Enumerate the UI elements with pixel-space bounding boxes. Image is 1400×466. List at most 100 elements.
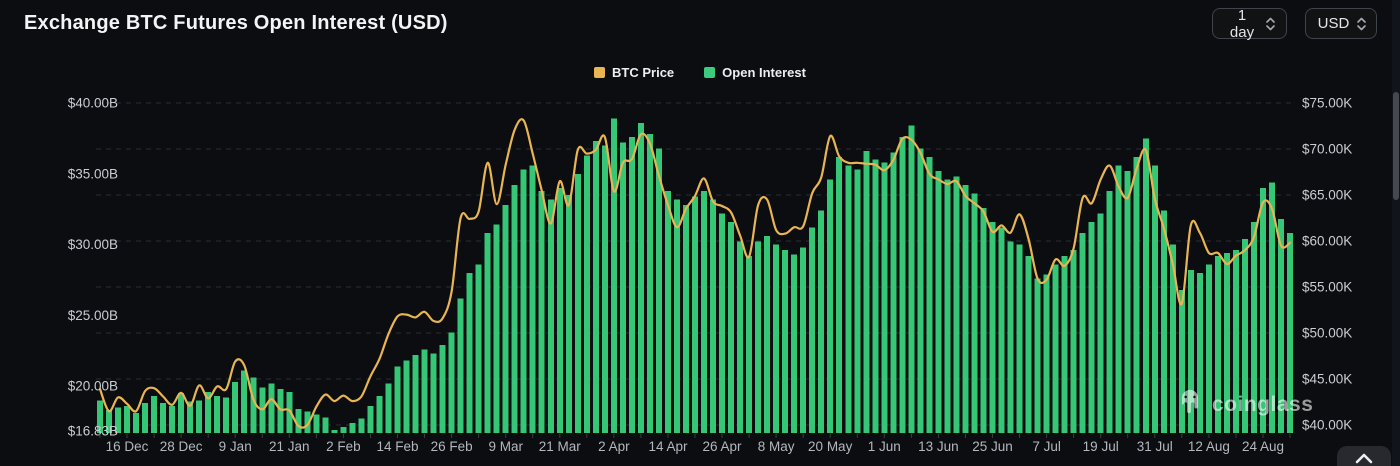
right-axis-labels: $75.00K $70.00K $65.00K $60.00K $55.00K $50.0… <box>1302 96 1352 433</box>
oi-bar <box>1124 170 1131 433</box>
scroll-to-top-button[interactable] <box>1337 446 1391 466</box>
oi-bar <box>710 199 716 433</box>
oi-bar <box>493 224 500 433</box>
svg-text:9 Jan: 9 Jan <box>219 439 252 454</box>
oi-bar <box>412 355 419 433</box>
oi-bar <box>1097 213 1104 433</box>
oi-bar <box>944 179 951 433</box>
interval-select[interactable]: 1 day <box>1212 6 1287 41</box>
svg-text:$25.00B: $25.00B <box>68 308 118 323</box>
oi-bar <box>430 353 437 433</box>
scrollbar-thumb[interactable] <box>1393 92 1399 200</box>
oi-bar <box>854 169 861 433</box>
oi-bar <box>142 403 149 433</box>
oi-bar <box>989 221 996 433</box>
oi-bar <box>800 247 807 433</box>
oi-bar <box>502 204 509 433</box>
svg-text:2 Feb: 2 Feb <box>326 439 361 454</box>
svg-text:31 Jul: 31 Jul <box>1137 439 1173 454</box>
oi-bar <box>520 169 527 433</box>
oi-bar <box>628 137 635 433</box>
oi-bar <box>701 190 707 433</box>
oi-bar <box>881 162 888 433</box>
svg-text:26 Feb: 26 Feb <box>431 439 473 454</box>
oi-bar <box>169 405 176 433</box>
oi-bar <box>1088 221 1095 433</box>
legend-label: BTC Price <box>612 65 675 80</box>
oi-bar <box>385 383 392 433</box>
svg-text:$50.00K: $50.00K <box>1302 326 1352 341</box>
svg-text:$30.00B: $30.00B <box>68 237 118 252</box>
x-axis-ticks <box>99 434 1291 438</box>
svg-text:$16.83B: $16.83B <box>68 424 118 439</box>
oi-bar <box>1151 165 1158 434</box>
oi-bar <box>764 236 771 433</box>
oi-bar <box>115 407 121 433</box>
oi-bar <box>349 422 356 433</box>
currency-select[interactable]: USD <box>1305 8 1377 39</box>
oi-bar <box>583 155 590 433</box>
oi-bar <box>160 403 167 433</box>
oi-bar <box>367 405 374 433</box>
oi-bar <box>529 165 536 434</box>
svg-text:$40.00K: $40.00K <box>1302 418 1352 433</box>
oi-bar <box>475 264 482 433</box>
oi-bar <box>953 176 960 433</box>
oi-bar <box>466 272 473 433</box>
oi-bar <box>610 118 617 433</box>
oi-bar <box>980 207 987 433</box>
svg-text:19 Jul: 19 Jul <box>1083 439 1119 454</box>
oi-bar <box>1133 156 1140 434</box>
scrollbar-track[interactable] <box>1392 0 1400 466</box>
svg-text:16 Dec: 16 Dec <box>106 439 149 454</box>
oi-bar <box>1115 165 1122 434</box>
oi-bar <box>782 250 789 433</box>
oi-bar <box>97 400 103 433</box>
oi-bar <box>295 408 302 433</box>
oi-bar <box>637 122 644 434</box>
oi-bar <box>484 233 491 433</box>
interval-select-value: 1 day <box>1229 6 1255 41</box>
legend-item-btc-price[interactable]: BTC Price <box>594 65 674 80</box>
oi-bar <box>1278 219 1284 433</box>
oi-bar <box>196 400 203 433</box>
oi-bar <box>124 405 130 433</box>
oi-bar <box>457 298 464 433</box>
oi-bar <box>313 414 320 433</box>
oi-bar <box>376 396 383 433</box>
oi-bar <box>737 241 744 433</box>
oi-bar <box>286 391 293 433</box>
oi-bar <box>1169 244 1176 433</box>
oi-bar <box>1214 255 1221 433</box>
oi-bar <box>1223 253 1230 433</box>
chart-controls: 1 day USD <box>0 6 1400 41</box>
svg-text:25 Jun: 25 Jun <box>972 439 1013 454</box>
oi-bar <box>592 141 599 433</box>
oi-bar <box>538 190 545 433</box>
oi-bar <box>845 165 852 434</box>
oi-bar <box>674 199 680 433</box>
page-title: Exchange BTC Futures Open Interest (USD) <box>24 12 448 34</box>
oi-bar <box>1070 250 1077 433</box>
oi-bar <box>917 148 924 434</box>
oi-bar <box>1269 182 1275 433</box>
left-axis-labels: $40.00B $35.00B $30.00B $25.00B $20.00B $16.8… <box>68 96 118 439</box>
btc-price-line <box>98 118 1292 429</box>
oi-bar <box>809 227 816 433</box>
oi-bar <box>926 156 933 434</box>
svg-text:2 Apr: 2 Apr <box>598 439 630 454</box>
currency-select-value: USD <box>1317 15 1350 32</box>
legend-item-open-interest[interactable]: Open Interest <box>704 65 806 80</box>
oi-bar <box>1061 255 1068 433</box>
oi-bar <box>565 195 572 433</box>
svg-text:24 Aug: 24 Aug <box>1242 439 1284 454</box>
oi-bar <box>1187 270 1194 433</box>
oi-bar <box>1232 250 1239 433</box>
oi-bar <box>890 152 897 433</box>
oi-bar <box>1007 241 1014 433</box>
oi-bar <box>746 255 753 433</box>
oi-bar <box>511 185 518 433</box>
open-interest-bars[interactable] <box>97 118 1293 434</box>
oi-bar <box>205 391 212 433</box>
